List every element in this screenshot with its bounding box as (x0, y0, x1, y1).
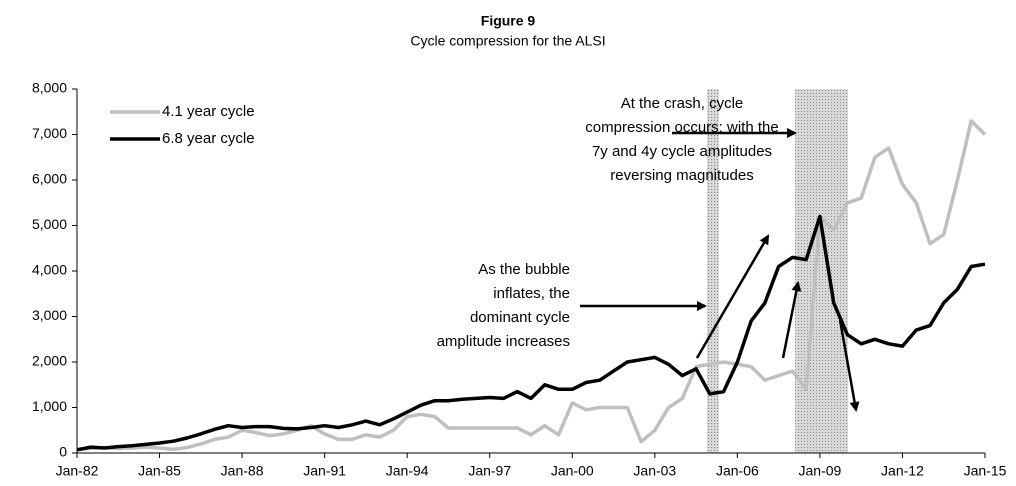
y-tick-label: 5,000 (32, 216, 67, 232)
y-tick-label: 8,000 (32, 80, 67, 96)
y-tick-label: 3,000 (32, 307, 67, 323)
x-tick-label: Jan-97 (468, 463, 511, 479)
y-tick-label: 4,000 (32, 262, 67, 278)
chart-title: Figure 9 (481, 13, 536, 29)
series-line (76, 119, 987, 452)
y-tick-label: 0 (59, 444, 67, 460)
annotation: At the crash, cycle (621, 95, 744, 112)
chart-subtitle: Cycle compression for the ALSI (410, 33, 605, 49)
arrow (695, 234, 770, 359)
x-tick-label: Jan-88 (221, 463, 264, 479)
x-tick-label: Jan-03 (633, 463, 676, 479)
x-tick-label: Jan-85 (138, 463, 181, 479)
x-tick-label: Jan-09 (799, 463, 842, 479)
x-tick-label: Jan-91 (303, 463, 346, 479)
y-tick-label: 7,000 (32, 125, 67, 141)
arrow (781, 281, 802, 359)
annotation: reversing magnitudes (610, 167, 753, 184)
arrow (838, 319, 860, 412)
x-tick-label: Jan-94 (386, 463, 429, 479)
annotation: As the bubble (478, 261, 570, 278)
y-tick-label: 1,000 (32, 398, 67, 414)
annotation: inflates, the (493, 285, 570, 302)
x-tick-label: Jan-00 (551, 463, 594, 479)
x-tick-label: Jan-12 (881, 463, 924, 479)
x-tick-label: Jan-82 (56, 463, 99, 479)
y-tick-label: 2,000 (32, 353, 67, 369)
annotation: compression occurs: with the (585, 119, 778, 136)
legend-label: 4.1 year cycle (162, 103, 255, 120)
shaded-period (795, 89, 848, 453)
y-tick-label: 6,000 (32, 171, 67, 187)
annotation: amplitude increases (437, 333, 570, 350)
annotation: dominant cycle (470, 309, 570, 326)
x-tick-label: Jan-15 (964, 463, 1007, 479)
arrows (580, 128, 860, 412)
annotation: 7y and 4y cycle amplitudes (592, 143, 772, 160)
series-line (76, 214, 986, 452)
legend-label: 6.8 year cycle (162, 130, 255, 147)
x-tick-label: Jan-06 (716, 463, 759, 479)
